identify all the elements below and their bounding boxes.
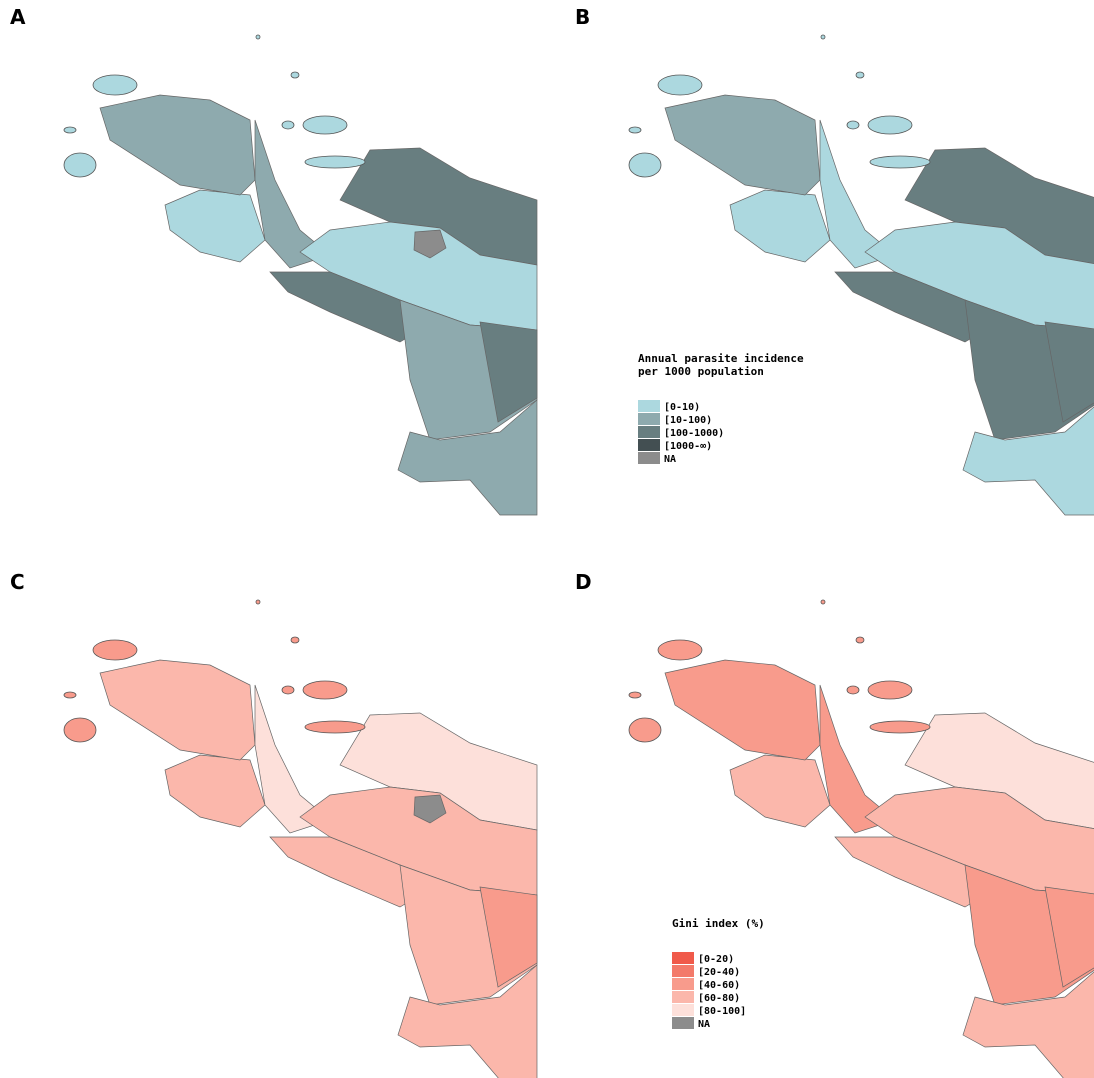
- island: [628, 691, 642, 699]
- legend-label: [0-20): [698, 954, 734, 965]
- legend-swatch: [638, 439, 660, 451]
- island: [290, 636, 300, 644]
- legend-label: [80-100]: [698, 1006, 746, 1017]
- region: [164, 189, 266, 263]
- island: [63, 126, 77, 134]
- legend-swatch: [672, 965, 694, 977]
- legend-label: [0-10): [664, 402, 700, 413]
- legend-label: [100-1000): [664, 428, 724, 439]
- region: [729, 754, 831, 828]
- island: [869, 155, 931, 169]
- legend-swatch: [672, 991, 694, 1003]
- island: [281, 120, 295, 130]
- island: [302, 680, 348, 700]
- island: [855, 636, 865, 644]
- legend-swatch: [672, 978, 694, 990]
- panel-label: A: [10, 5, 26, 29]
- region: [99, 94, 256, 196]
- legend-label: [10-100): [664, 415, 712, 426]
- legend-title: per 1000 population: [638, 365, 764, 378]
- region: [664, 659, 821, 761]
- island: [628, 126, 642, 134]
- region: [99, 659, 256, 761]
- legend-swatch: [672, 952, 694, 964]
- island: [255, 599, 261, 605]
- region: [729, 189, 831, 263]
- island: [92, 639, 138, 661]
- map-panel: B: [575, 5, 1094, 516]
- panel-label: C: [10, 570, 25, 594]
- region: [397, 964, 538, 1078]
- island: [820, 34, 826, 40]
- island: [302, 115, 348, 135]
- panel-label: B: [575, 5, 590, 29]
- region: [164, 754, 266, 828]
- legend-label: [20-40): [698, 967, 740, 978]
- island: [869, 720, 931, 734]
- legend-label: NA: [664, 454, 676, 465]
- legend-swatch: [638, 400, 660, 412]
- island: [304, 155, 366, 169]
- island: [628, 152, 662, 178]
- island: [855, 71, 865, 79]
- island: [628, 717, 662, 743]
- island: [290, 71, 300, 79]
- legend-swatch: [638, 413, 660, 425]
- island: [846, 685, 860, 695]
- legend-label: [40-60): [698, 980, 740, 991]
- region: [397, 399, 538, 516]
- legend-title: Gini index (%): [672, 917, 765, 930]
- map-panel: A: [10, 5, 538, 516]
- region: [962, 971, 1094, 1078]
- region: [479, 321, 538, 423]
- island: [846, 120, 860, 130]
- island: [867, 115, 913, 135]
- island: [304, 720, 366, 734]
- region: [962, 406, 1094, 516]
- map-panel: C: [10, 570, 538, 1078]
- legend-label: [60-80): [698, 993, 740, 1004]
- region: [819, 684, 896, 834]
- legend-label: NA: [698, 1019, 710, 1030]
- panel-label: D: [575, 570, 592, 594]
- na-region: [413, 794, 447, 824]
- legend-swatch: [672, 1017, 694, 1029]
- island: [63, 152, 97, 178]
- legend-label: [1000-∞): [664, 441, 712, 452]
- legend-swatch: [638, 452, 660, 464]
- region: [819, 119, 896, 269]
- na-region: [413, 229, 447, 259]
- region: [254, 684, 331, 834]
- island: [657, 639, 703, 661]
- map-panel: D: [575, 570, 1094, 1078]
- island: [63, 717, 97, 743]
- region: [1044, 886, 1094, 988]
- legend-swatch: [672, 1004, 694, 1016]
- region: [664, 94, 821, 196]
- island: [63, 691, 77, 699]
- region: [479, 886, 538, 988]
- island: [281, 685, 295, 695]
- legend-swatch: [638, 426, 660, 438]
- region: [1044, 321, 1094, 423]
- island: [92, 74, 138, 96]
- island: [255, 34, 261, 40]
- region: [254, 119, 331, 269]
- island: [820, 599, 826, 605]
- island: [867, 680, 913, 700]
- legend-title: Annual parasite incidence: [638, 352, 804, 365]
- island: [657, 74, 703, 96]
